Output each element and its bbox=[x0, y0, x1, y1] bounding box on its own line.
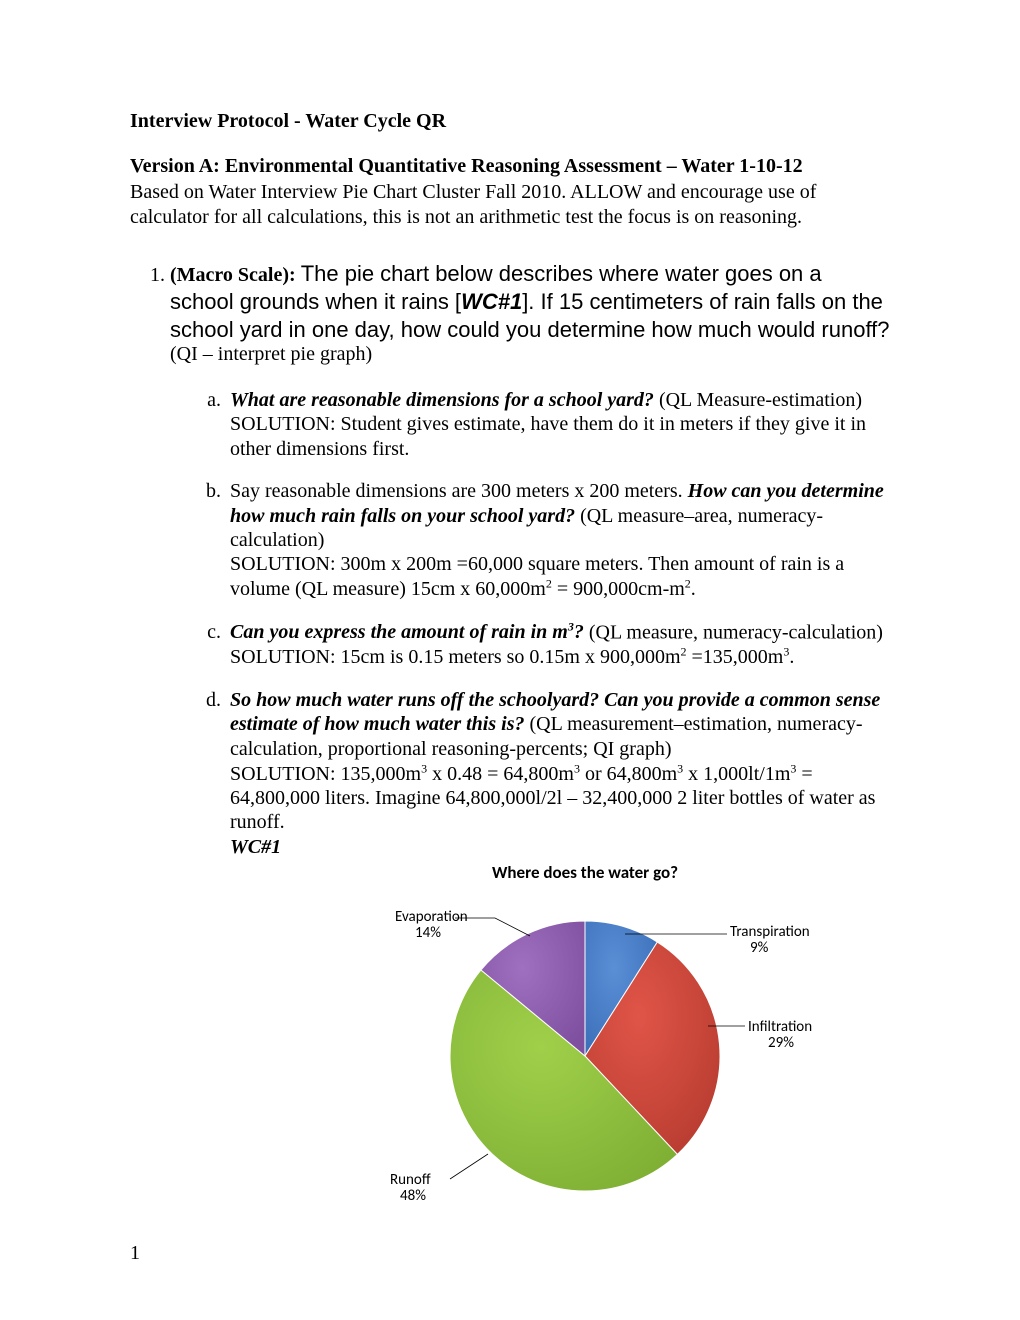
page-number: 1 bbox=[130, 1242, 140, 1265]
sub-d-solution: SOLUTION: 135,000m3 x 0.48 = 64,800m3 or… bbox=[230, 763, 875, 834]
slice-pct: 48% bbox=[400, 1187, 426, 1205]
slice-pct: 14% bbox=[415, 924, 441, 942]
sub-c: Can you express the amount of rain in m3… bbox=[226, 620, 890, 670]
sub-c-solution: SOLUTION: 15cm is 0.15 meters so 0.15m x… bbox=[230, 646, 794, 668]
slice-pct: 29% bbox=[768, 1034, 794, 1052]
scale-label: (Macro Scale): bbox=[170, 264, 301, 286]
section-heading: Version A: Environmental Quantitative Re… bbox=[130, 155, 890, 230]
slice-pct: 9% bbox=[750, 939, 769, 957]
sub-c-note: (QL measure, numeracy-calculation) bbox=[584, 621, 883, 643]
sub-question-list: What are reasonable dimensions for a sch… bbox=[170, 388, 890, 1226]
sub-c-prompt: Can you express the amount of rain in m3… bbox=[230, 621, 584, 643]
sub-b: Say reasonable dimensions are 300 meters… bbox=[226, 479, 890, 602]
doc-title: Interview Protocol - Water Cycle QR bbox=[130, 110, 890, 133]
wc-label: WC#1 bbox=[230, 836, 281, 858]
intro-text: Based on Water Interview Pie Chart Clust… bbox=[130, 180, 890, 230]
slice-label: Transpiration bbox=[730, 923, 810, 941]
pie-chart-container: Where does the water go? Transpiration9%… bbox=[340, 863, 830, 1226]
sub-d: So how much water runs off the schoolyar… bbox=[226, 688, 890, 1226]
question-1: (Macro Scale): The pie chart below descr… bbox=[170, 260, 890, 1226]
sub-a-prompt: What are reasonable dimensions for a sch… bbox=[230, 389, 654, 411]
sub-a-note: (QL Measure-estimation) bbox=[654, 389, 862, 411]
chart-title: Where does the water go? bbox=[340, 863, 830, 884]
question-list: (Macro Scale): The pie chart below descr… bbox=[130, 260, 890, 1226]
wc-ref: WC#1 bbox=[461, 289, 522, 314]
q-tail: (QI – interpret pie graph) bbox=[170, 343, 372, 365]
sub-a: What are reasonable dimensions for a sch… bbox=[226, 388, 890, 461]
pie-chart: Transpiration9%Infiltration29%Runoff48%E… bbox=[340, 886, 830, 1226]
question-body: (Macro Scale): The pie chart below descr… bbox=[170, 261, 890, 342]
sub-b-solution: SOLUTION: 300m x 200m =60,000 square met… bbox=[230, 553, 844, 600]
subtitle: Version A: Environmental Quantitative Re… bbox=[130, 155, 890, 178]
sub-b-pre: Say reasonable dimensions are 300 meters… bbox=[230, 480, 688, 502]
document-page: Interview Protocol - Water Cycle QR Vers… bbox=[0, 0, 1020, 1320]
sub-a-solution: SOLUTION: Student gives estimate, have t… bbox=[230, 413, 866, 459]
